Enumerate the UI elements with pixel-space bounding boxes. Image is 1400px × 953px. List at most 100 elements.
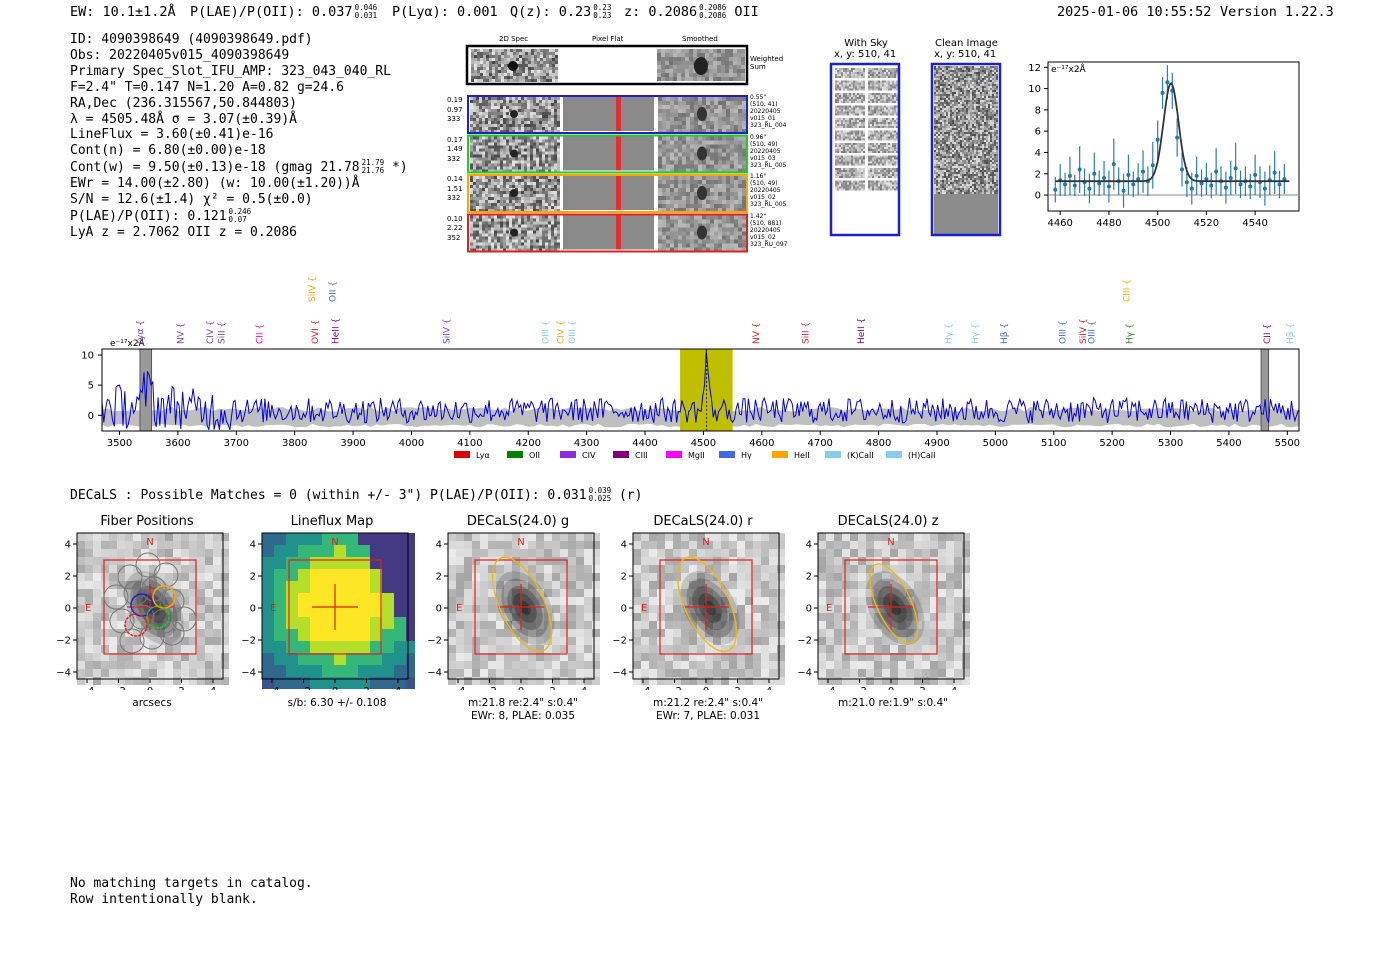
noise-pixel [678,176,682,180]
noise-pixel [734,152,738,157]
noise-pixel [542,218,545,222]
noise-pixel [950,80,952,82]
noise-pixel [694,113,698,117]
noise-pixel [872,84,874,87]
noise-pixel [936,68,938,70]
noise-pixel [874,118,876,120]
noise-pixel [888,170,890,172]
noise-pixel [548,203,551,206]
noise-pixel [658,152,662,157]
noise-pixel [710,109,714,113]
noise-pixel [536,151,539,155]
noise-pixel [847,120,849,122]
sky-strip [868,130,898,141]
noise-pixel [537,52,540,55]
noise-pixel [483,61,486,64]
noise-pixel [690,168,694,173]
noise-pixel [950,94,952,96]
noise-pixel [737,61,741,65]
noise-pixel [851,130,853,133]
noise-pixel [870,172,872,174]
noise-pixel [536,139,539,143]
noise-pixel [533,115,536,118]
noise-pixel [528,64,531,67]
noise-pixel [524,239,527,243]
noise-pixel [870,70,872,72]
noise-pixel [698,125,702,129]
noise-pixel [548,200,551,203]
noise-pixel [491,218,494,222]
noise-pixel [697,49,701,53]
noise-pixel [894,174,896,176]
noise-pixel [962,98,964,100]
noise-pixel [548,224,551,228]
noise-pixel [876,107,878,110]
noise-pixel [548,151,551,155]
stat-1: 0.10 [447,214,463,223]
noise-pixel [853,161,855,164]
noise-pixel [666,105,670,109]
noise-pixel [859,111,861,114]
noise-pixel [476,248,479,252]
noise-pixel [876,176,878,178]
noise-pixel [670,223,674,228]
noise-pixel [686,152,690,157]
noise-pixel [847,163,849,166]
noise-pixel [882,72,884,74]
noise-pixel [845,120,847,122]
noise-pixel [500,163,503,167]
noise-pixel [504,73,507,76]
noise-pixel [476,136,479,140]
noise-pixel [843,184,845,187]
noise-pixel [890,176,892,178]
noise-pixel [554,157,557,161]
noise-pixel [863,74,865,76]
noise-pixel [473,224,476,228]
noise-pixel [483,76,486,79]
cutout-col-smooth: Smoothed [682,35,718,43]
noise-pixel [890,99,892,101]
noise-pixel [509,109,512,112]
noise-pixel [966,66,968,68]
noise-pixel [966,70,968,72]
noise-pixel [670,160,674,165]
noise-pixel [682,136,686,141]
noise-pixel [882,174,884,176]
noise-pixel [512,197,515,200]
noise-pixel [554,176,557,179]
noise-pixel [986,102,988,104]
noise-pixel [501,55,504,58]
noise-pixel [536,118,539,121]
noise-pixel [942,66,944,68]
noise-pixel [702,204,706,208]
noise-pixel [890,145,892,147]
noise-pixel [482,215,485,219]
noise-pixel [718,121,722,125]
noise-pixel [698,243,702,248]
noise-pixel [855,126,857,128]
noise-pixel [851,72,853,74]
noise-pixel [545,209,548,212]
noise-pixel [500,145,503,149]
noise-pixel [513,49,516,52]
noise-pixel [476,169,479,173]
row-2d-source [510,110,518,118]
noise-pixel [501,49,504,52]
noise-pixel [506,233,509,237]
noise-pixel [960,90,962,92]
noise-pixel [863,111,865,114]
noise-pixel [488,109,491,112]
noise-pixel [934,104,936,106]
noise-pixel [890,70,892,72]
noise-pixel [690,164,694,169]
noise-pixel [839,68,841,70]
noise-pixel [678,247,682,252]
noise-pixel [888,82,890,85]
noise-pixel [518,160,521,164]
noise-pixel [500,127,503,130]
noise-pixel [857,163,859,166]
noise-pixel [884,70,886,72]
noise-pixel [488,97,491,100]
noise-pixel [527,166,530,170]
noise-pixel [853,82,855,85]
